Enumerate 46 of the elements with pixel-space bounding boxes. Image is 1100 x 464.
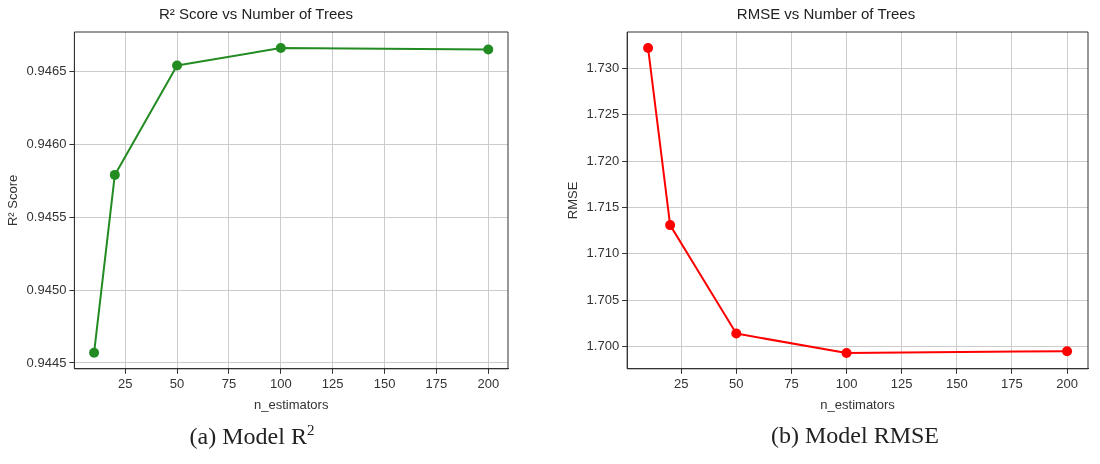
point (275, 43, 286, 54)
x-tick-label: 200 (1056, 376, 1078, 392)
x-tick-label: 75 (784, 376, 799, 392)
x-axis-title: n_estimators (253, 396, 329, 412)
x-tick-label: 100 (269, 376, 292, 392)
point (483, 44, 494, 55)
y-tick-label: 0.9445 (26, 354, 67, 370)
x-tick-label: 25 (117, 376, 133, 392)
chart-title: R² Score vs Number of Trees (158, 5, 354, 23)
x-tick-label: 75 (221, 376, 237, 392)
y-tick-label: 1.710 (586, 245, 620, 261)
point (109, 169, 120, 180)
point (731, 328, 742, 339)
point (643, 43, 654, 54)
x-tick-label: 125 (321, 376, 344, 392)
x-tick-label: 25 (673, 376, 689, 392)
point (1062, 346, 1073, 357)
x-tick-label: 200 (477, 376, 500, 392)
chart-title: RMSE vs Number of Trees (736, 5, 916, 23)
y-axis-title: R² Score (5, 174, 21, 227)
y-tick-label: 1.730 (586, 60, 620, 76)
y-axis-title: RMSE (565, 181, 581, 220)
x-tick-label: 100 (835, 376, 858, 392)
y-tick-label: 0.9465 (26, 62, 67, 78)
y-tick-label: 1.725 (586, 106, 620, 122)
point (841, 348, 852, 359)
point (172, 60, 183, 71)
y-tick-label: 1.720 (586, 152, 620, 168)
x-tick-label: 175 (1001, 376, 1023, 392)
text: (b) Model RMSE (771, 422, 939, 449)
x-axis-title: n_estimators (820, 396, 896, 412)
point (89, 347, 100, 358)
x-tick-label: 50 (729, 376, 744, 392)
y-tick-label: 1.700 (586, 338, 620, 354)
y-tick-label: 0.9450 (26, 281, 67, 297)
y-tick-label: 1.705 (586, 291, 620, 307)
x-tick-label: 150 (373, 376, 396, 392)
y-tick-label: 1.715 (586, 199, 620, 215)
text: (a) Model R$^{2}$ (189, 422, 315, 450)
y-tick-label: 0.9455 (26, 208, 67, 224)
point (665, 220, 676, 231)
x-tick-label: 125 (890, 376, 913, 392)
x-tick-label: 175 (425, 376, 448, 392)
x-tick-label: 150 (945, 376, 968, 392)
x-tick-label: 50 (169, 376, 185, 392)
y-tick-label: 0.9460 (26, 135, 67, 151)
